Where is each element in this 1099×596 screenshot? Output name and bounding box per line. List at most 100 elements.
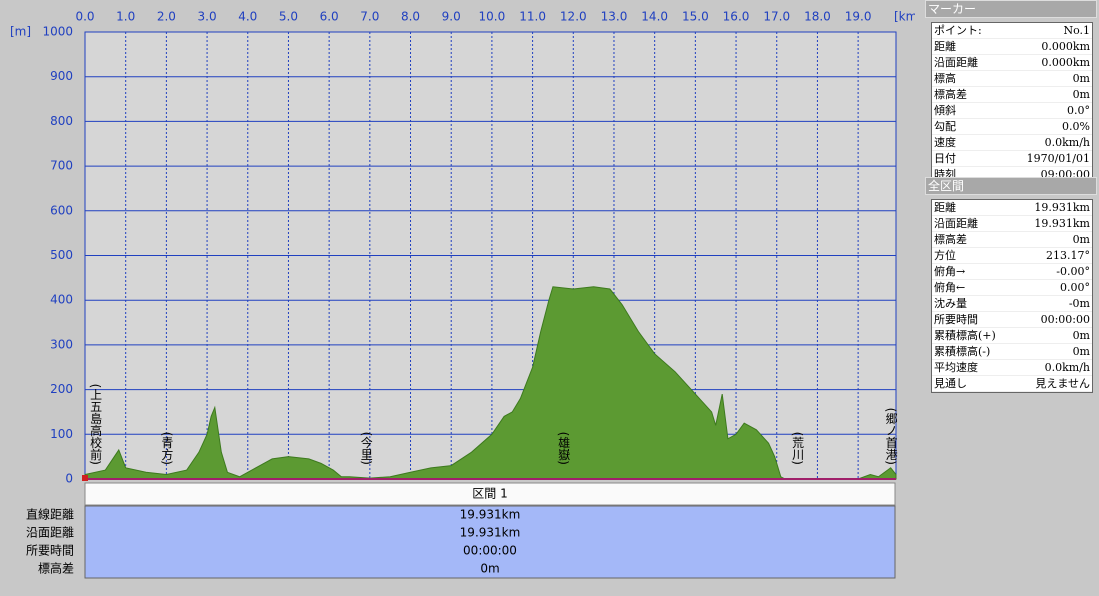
x-tick-label: 15.0 xyxy=(682,10,709,24)
info-label: 標高差 xyxy=(934,233,967,246)
info-value: 0.0km/h xyxy=(1044,136,1090,149)
info-row: 俯角→ -0.00° xyxy=(932,264,1092,280)
info-row: 平均速度 0.0km/h xyxy=(932,360,1092,376)
info-value: 0m xyxy=(1072,88,1090,101)
info-value: No.1 xyxy=(1063,24,1090,37)
info-row: 標高差 0m xyxy=(932,232,1092,248)
info-row: 沿面距離 0.000km xyxy=(932,55,1092,71)
x-tick-label: 10.0 xyxy=(479,10,506,24)
row-value: 19.931km xyxy=(460,508,521,522)
info-row: 標高 0m xyxy=(932,71,1092,87)
info-label: 俯角→ xyxy=(934,265,966,278)
place-label: (郷ノ首港) xyxy=(884,408,898,465)
info-value: -0m xyxy=(1068,297,1090,310)
info-value: 0m xyxy=(1072,329,1090,342)
row-value: 0m xyxy=(480,562,499,576)
info-value: 0.000km xyxy=(1041,56,1090,69)
x-tick-label: 2.0 xyxy=(157,10,176,24)
x-tick-label: 3.0 xyxy=(198,10,217,24)
info-label: 速度 xyxy=(934,136,956,149)
info-row: 距離 19.931km xyxy=(932,200,1092,216)
x-unit: [km] xyxy=(894,10,915,24)
marker-panel: マーカー ポイント: No.1 距離 0.000km 沿面距離 0.000km 標高 0m 標高… xyxy=(925,0,1097,184)
info-label: 所要時間 xyxy=(934,313,978,326)
info-row: 方位 213.17° xyxy=(932,248,1092,264)
row-label: 標高差 xyxy=(38,561,74,576)
info-label: 俯角← xyxy=(934,281,966,294)
info-label: 累積標高(+) xyxy=(934,329,996,342)
x-tick-label: 9.0 xyxy=(442,10,461,24)
row-label: 直線距離 xyxy=(26,507,74,522)
info-value: 0.000km xyxy=(1041,40,1090,53)
y-tick-label: 100 xyxy=(50,427,73,441)
info-value: 見えません xyxy=(1035,377,1090,390)
place-label: (青方) xyxy=(160,432,174,465)
info-row: 俯角← 0.00° xyxy=(932,280,1092,296)
x-tick-label: 0.0 xyxy=(75,10,94,24)
y-tick-label: 300 xyxy=(50,337,73,351)
marker-title: マーカー xyxy=(925,0,1097,18)
row-value: 00:00:00 xyxy=(463,544,517,558)
info-label: 沈み量 xyxy=(934,297,967,310)
info-label: 距離 xyxy=(934,201,956,214)
info-row: 標高差 0m xyxy=(932,87,1092,103)
info-row: 沈み量 -0m xyxy=(932,296,1092,312)
info-label: 見通し xyxy=(934,377,967,390)
info-label: 沿面距離 xyxy=(934,56,978,69)
info-value: 0m xyxy=(1072,345,1090,358)
x-tick-label: 6.0 xyxy=(320,10,339,24)
x-tick-label: 1.0 xyxy=(116,10,135,24)
x-tick-label: 16.0 xyxy=(723,10,750,24)
y-tick-label: 0 xyxy=(65,472,73,486)
x-tick-label: 7.0 xyxy=(360,10,379,24)
place-label: (上五島高校前) xyxy=(89,384,103,465)
info-row: 速度 0.0km/h xyxy=(932,135,1092,151)
x-tick-label: 12.0 xyxy=(560,10,587,24)
y-unit: [m] xyxy=(10,25,31,39)
info-row: 傾斜 0.0° xyxy=(932,103,1092,119)
info-label: 勾配 xyxy=(934,120,956,133)
info-value: 0m xyxy=(1072,233,1090,246)
info-value: 0.00° xyxy=(1060,281,1090,294)
y-tick-label: 1000 xyxy=(42,25,73,39)
x-tick-label: 5.0 xyxy=(279,10,298,24)
all-sections-title: 全区間 xyxy=(925,177,1097,195)
info-value: 19.931km xyxy=(1034,201,1090,214)
info-label: 標高 xyxy=(934,72,956,85)
info-row: 累積標高(+) 0m xyxy=(932,328,1092,344)
x-tick-label: 14.0 xyxy=(641,10,668,24)
info-label: 沿面距離 xyxy=(934,217,978,230)
x-tick-label: 13.0 xyxy=(601,10,628,24)
info-label: ポイント: xyxy=(934,24,982,37)
chart: [m] [km] 区間 1 0 100 200 300 400 500 600 700 800 9… xyxy=(10,10,915,579)
elevation-area xyxy=(84,286,897,480)
info-row: 勾配 0.0% xyxy=(932,119,1092,135)
info-row: 所要時間 00:00:00 xyxy=(932,312,1092,328)
place-label: (荒川) xyxy=(791,432,805,465)
info-label: 距離 xyxy=(934,40,956,53)
info-value: 00:00:00 xyxy=(1040,313,1090,326)
info-row: 見通し 見えません xyxy=(932,376,1092,392)
info-row: 累積標高(-) 0m xyxy=(932,344,1092,360)
marker-box: ポイント: No.1 距離 0.000km 沿面距離 0.000km 標高 0m 標高差 0m 傾斜… xyxy=(931,22,1093,184)
section-header: 区間 1 xyxy=(472,487,507,501)
row-label: 沿面距離 xyxy=(26,526,74,540)
section-header-box xyxy=(84,482,896,506)
marker-point xyxy=(82,475,88,481)
y-tick-label: 200 xyxy=(50,382,73,396)
row-label: 所要時間 xyxy=(26,544,74,558)
x-tick-label: 4.0 xyxy=(238,10,257,24)
info-label: 標高差 xyxy=(934,88,967,101)
place-label: (雄嶽) xyxy=(557,432,571,465)
place-label: (今里) xyxy=(359,432,373,465)
x-tick-label: 19.0 xyxy=(845,10,872,24)
info-value: 19.931km xyxy=(1034,217,1090,230)
x-tick-label: 11.0 xyxy=(519,10,546,24)
info-value: 213.17° xyxy=(1046,249,1090,262)
section-table-box xyxy=(84,505,896,579)
all-sections-box: 距離 19.931km 沿面距離 19.931km 標高差 0m 方位 213.17° 俯角→ -… xyxy=(931,199,1093,393)
x-tick-label: 18.0 xyxy=(804,10,831,24)
info-label: 日付 xyxy=(934,152,956,165)
info-row: 日付 1970/01/01 xyxy=(932,151,1092,167)
